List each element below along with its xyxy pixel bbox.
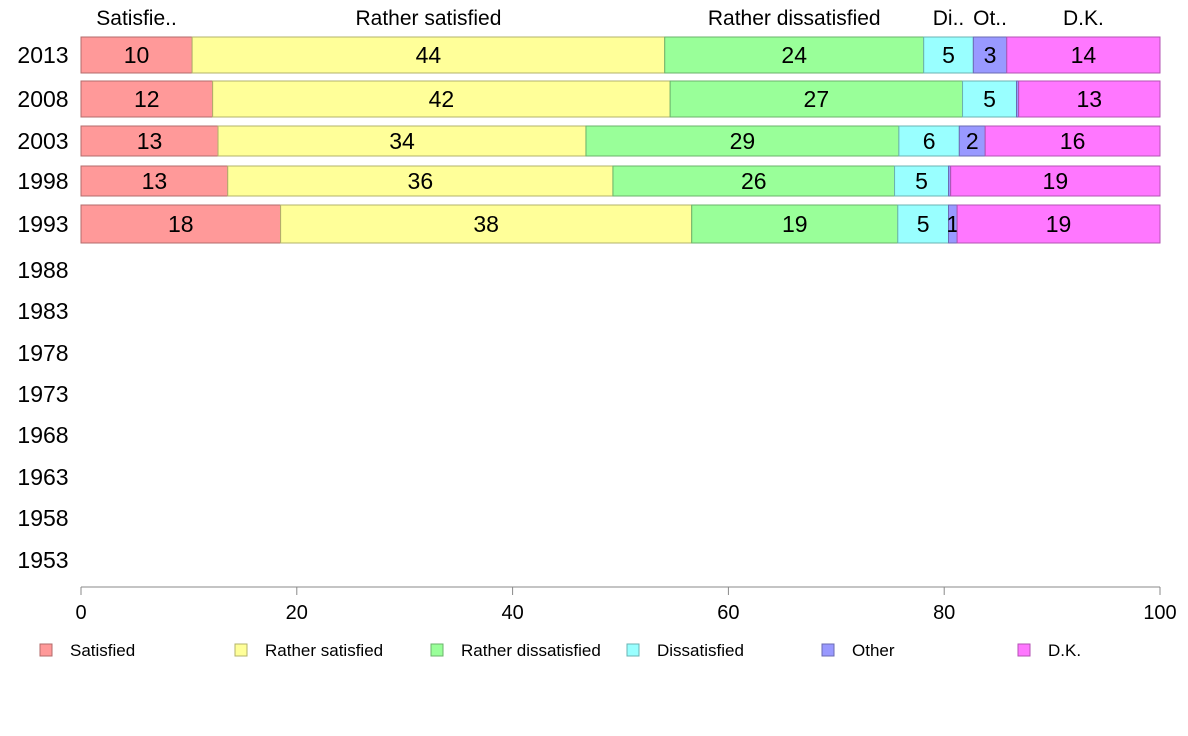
year-labels: 2013 2008 2003 1998 1993 1988 1983 1978 1973 1968…: [17, 42, 68, 573]
value-label-2003-d-k: 16: [1060, 128, 1086, 154]
column-header-other: Ot..: [973, 7, 1007, 30]
bar-2003-d-k: [984, 125, 1161, 157]
legend-label-d-k: D.K.: [1048, 641, 1081, 660]
value-label-2008-dissatisfied: 5: [983, 86, 996, 112]
x-tick-label-0: 0: [75, 602, 86, 624]
year-label-1988: 1988: [17, 257, 68, 283]
value-label-2013-d-k: 14: [1071, 42, 1097, 68]
legend-label-other: Other: [852, 641, 895, 660]
bar-1993-rather-satisfied: [280, 204, 693, 244]
value-label-2008-rather-satisfied: 42: [429, 86, 455, 112]
legend-swatch-dissatisfied: [626, 643, 640, 657]
value-label-2013-rather-satisfied: 44: [416, 42, 442, 68]
value-label-2003-satisfied: 13: [137, 128, 163, 154]
value-label-1998-d-k: 19: [1043, 168, 1069, 194]
legend-label-rather-satisfied: Rather satisfied: [265, 641, 383, 660]
year-label-2013: 2013: [17, 42, 68, 68]
year-label-1958: 1958: [17, 505, 68, 531]
value-label-1993-d-k: 19: [1046, 211, 1072, 237]
x-axis: 0 20 40 60 80 100: [75, 586, 1177, 624]
x-tick-label-60: 60: [717, 602, 739, 624]
bar-2003-rather-satisfied: [217, 125, 587, 157]
legend-label-satisfied: Satisfied: [70, 641, 135, 660]
legend-swatch-satisfied: [39, 643, 53, 657]
bar-1993-satisfied: [80, 204, 282, 244]
bar-2008-dissatisfied: [962, 80, 1017, 118]
year-label-1968: 1968: [17, 422, 68, 448]
bar-2003-dissatisfied: [898, 125, 960, 157]
legend: Satisfied Rather satisfied Rather dissatis…: [39, 641, 1081, 660]
year-label-1998: 1998: [17, 168, 68, 194]
value-label-2013-satisfied: 10: [124, 42, 150, 68]
bar-2013-d-k: [1006, 36, 1161, 74]
year-label-1973: 1973: [17, 381, 68, 407]
bar-2008-d-k: [1018, 80, 1161, 118]
column-header-rather-satisfied: Rather satisfied: [355, 7, 501, 30]
bar-1993-d-k: [956, 204, 1161, 244]
value-label-2008-rather-dissatisfied: 27: [804, 86, 830, 112]
value-label-1998-rather-satisfied: 36: [408, 168, 434, 194]
bars: 10 44 24 5 3 14 12 42 27 5 13 13 34 29 6 2 16 13 36 26 5 19 18…: [80, 36, 1161, 244]
bar-2013-rather-dissatisfied: [664, 36, 925, 74]
bar-2013-other: [972, 36, 1008, 74]
year-label-1983: 1983: [17, 298, 68, 324]
value-label-2003-rather-satisfied: 34: [389, 128, 415, 154]
year-label-2003: 2003: [17, 128, 68, 154]
value-label-2013-rather-dissatisfied: 24: [781, 42, 807, 68]
column-header-rather-dissatisfied: Rather dissatisfied: [708, 7, 881, 30]
value-label-1998-rather-dissatisfied: 26: [741, 168, 767, 194]
x-tick-label-20: 20: [286, 602, 308, 624]
x-tick-label-80: 80: [933, 602, 955, 624]
value-label-1993-rather-dissatisfied: 19: [782, 211, 808, 237]
value-label-2013-other: 3: [984, 42, 997, 68]
column-header-d-k: D.K.: [1063, 7, 1104, 30]
bar-2013-rather-satisfied: [191, 36, 666, 74]
column-header-satisfied: Satisfie..: [96, 7, 177, 30]
year-label-1953: 1953: [17, 547, 68, 573]
x-tick-label-40: 40: [501, 602, 523, 624]
bar-2003-satisfied: [80, 125, 219, 157]
value-label-2003-other: 2: [966, 128, 979, 154]
value-label-2013-dissatisfied: 5: [942, 42, 955, 68]
legend-swatch-d-k: [1017, 643, 1031, 657]
legend-label-dissatisfied: Dissatisfied: [657, 641, 744, 660]
bar-1993-dissatisfied: [897, 204, 950, 244]
value-label-1993-dissatisfied: 5: [917, 211, 930, 237]
bar-2003-rather-dissatisfied: [585, 125, 900, 157]
year-label-1978: 1978: [17, 340, 68, 366]
bar-2008-rather-satisfied: [212, 80, 671, 118]
year-label-1993: 1993: [17, 211, 68, 237]
legend-swatch-rather-satisfied: [234, 643, 248, 657]
value-label-1998-satisfied: 13: [142, 168, 168, 194]
bar-1998-rather-satisfied: [227, 165, 614, 197]
column-headers: Satisfie.. Rather satisfied Rather dissati…: [96, 7, 1104, 30]
column-header-dissatisfied: Di..: [933, 7, 965, 30]
bar-1998-satisfied: [80, 165, 229, 197]
bar-2008-satisfied: [80, 80, 214, 118]
legend-label-rather-dissatisfied: Rather dissatisfied: [461, 641, 601, 660]
value-label-1998-dissatisfied: 5: [915, 168, 928, 194]
legend-swatch-other: [821, 643, 835, 657]
value-label-2003-dissatisfied: 6: [923, 128, 936, 154]
value-label-1993-other: 1: [946, 211, 959, 237]
value-label-1993-rather-satisfied: 38: [473, 211, 499, 237]
value-label-1993-satisfied: 18: [168, 211, 194, 237]
value-label-2008-d-k: 13: [1077, 86, 1103, 112]
bar-1998-d-k: [950, 165, 1161, 197]
bar-2008-rather-dissatisfied: [669, 80, 964, 118]
year-label-2008: 2008: [17, 86, 68, 112]
legend-swatch-rather-dissatisfied: [430, 643, 444, 657]
value-label-2003-rather-dissatisfied: 29: [730, 128, 756, 154]
x-tick-label-100: 100: [1143, 602, 1176, 624]
year-label-1963: 1963: [17, 464, 68, 490]
bar-2013-satisfied: [80, 36, 193, 74]
value-label-2008-satisfied: 12: [134, 86, 160, 112]
